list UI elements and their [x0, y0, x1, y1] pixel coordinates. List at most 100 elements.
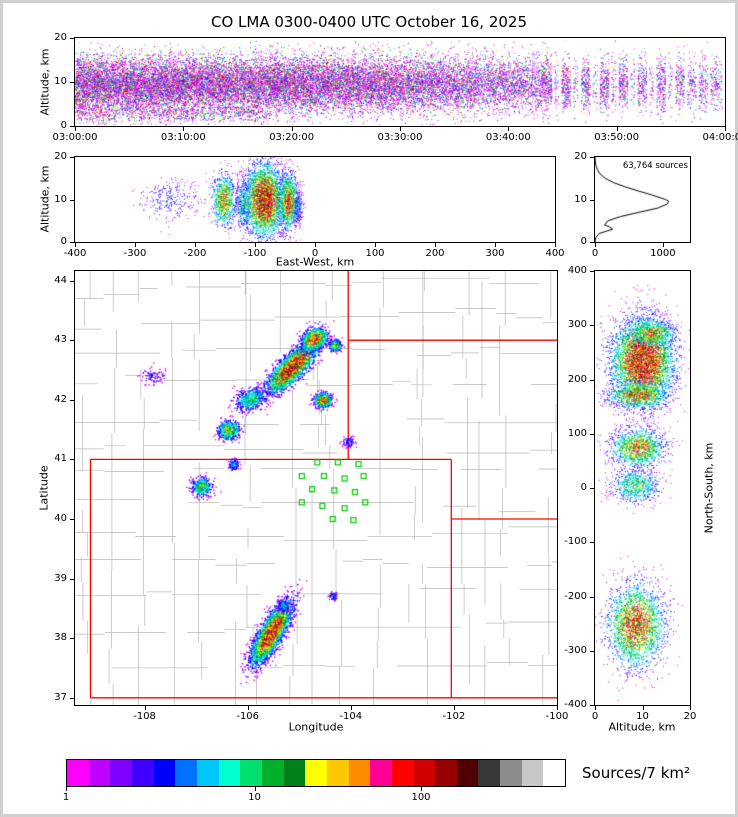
tick-label: 0 — [591, 711, 599, 722]
colorbar-segment — [67, 760, 89, 786]
colorbar — [66, 759, 566, 787]
tick-mark — [590, 325, 594, 327]
tick-label: -400 — [564, 699, 587, 710]
tick-mark — [435, 243, 436, 247]
tick-label: 0 — [580, 482, 587, 493]
tick-mark — [70, 697, 74, 699]
tick-mark — [350, 706, 352, 710]
tick-label: 03:20:00 — [269, 132, 315, 143]
tick-label: -100 — [243, 248, 267, 259]
tick-label: 40 — [54, 513, 67, 524]
tick-mark — [183, 127, 185, 131]
tick-mark — [590, 199, 594, 201]
ns-height-canvas — [595, 271, 690, 705]
colorbar-segment — [88, 760, 111, 786]
ns-height-xlabel: Altitude, km — [608, 720, 676, 734]
tick-mark — [590, 705, 594, 706]
tick-mark — [590, 271, 594, 272]
tick-label: -200 — [564, 590, 587, 602]
tick-mark — [254, 787, 256, 791]
tick-mark — [70, 638, 74, 640]
tick-label: 10 — [636, 711, 649, 722]
tick-label: 03:00:00 — [52, 132, 98, 143]
colorbar-segment — [218, 760, 241, 786]
tick-label: -200 — [183, 248, 207, 259]
colorbar-segment — [413, 760, 436, 786]
tick-label: 300 — [567, 319, 587, 331]
colorbar-segment — [261, 760, 284, 786]
tick-mark — [690, 706, 691, 710]
tick-label: -100 — [564, 536, 587, 548]
colorbar-tick-label: 100 — [411, 792, 431, 803]
tick-label: -106 — [236, 711, 260, 722]
tick-mark — [66, 787, 67, 791]
tick-label: -102 — [442, 711, 466, 722]
tick-label: 44 — [54, 274, 67, 286]
tick-mark — [255, 243, 256, 247]
map-xlabel: Longitude — [288, 720, 344, 734]
tick-mark — [662, 243, 664, 247]
tick-mark — [590, 542, 594, 544]
histogram-canvas — [595, 157, 690, 242]
tick-mark — [590, 157, 594, 158]
tick-label: 400 — [545, 248, 565, 259]
tick-mark — [70, 340, 74, 342]
tick-label: -300 — [123, 248, 147, 259]
colorbar-segment — [478, 760, 501, 786]
tick-label: 37 — [54, 691, 67, 703]
colorbar-segment — [305, 760, 327, 786]
tick-mark — [590, 379, 594, 381]
figure-title: CO LMA 0300-0400 UTC October 16, 2025 — [210, 13, 527, 31]
tick-label: 43 — [54, 334, 67, 346]
map-sources-canvas — [75, 271, 557, 705]
colorbar-segment — [391, 760, 414, 786]
tick-mark — [555, 243, 556, 247]
tick-mark — [590, 596, 594, 598]
tick-label: 0 — [580, 236, 587, 247]
tick-mark — [421, 787, 422, 791]
tick-label: 20 — [54, 32, 67, 43]
tick-mark — [70, 399, 74, 401]
colorbar-segment — [348, 760, 371, 786]
tick-label: -108 — [133, 711, 156, 722]
tick-mark — [616, 127, 618, 131]
map-ylabel: Latitude — [37, 465, 51, 511]
colorbar-segment — [110, 760, 132, 786]
tick-mark — [590, 650, 594, 652]
tick-label: 20 — [54, 151, 67, 162]
colorbar-segment — [370, 760, 392, 786]
tick-label: -400 — [63, 248, 87, 259]
tick-label: 100 — [365, 248, 385, 259]
tick-mark — [595, 243, 596, 247]
colorbar-segment — [456, 760, 479, 786]
ew-height-xlabel: East-West, km — [275, 255, 355, 269]
tick-label: 20 — [574, 151, 587, 162]
tick-mark — [70, 519, 74, 520]
tick-mark — [453, 706, 455, 710]
tick-mark — [75, 243, 76, 247]
tick-mark — [590, 433, 594, 435]
tick-mark — [557, 706, 558, 710]
tick-label: -300 — [564, 644, 587, 656]
time-height-canvas — [75, 38, 725, 126]
tick-mark — [195, 243, 196, 247]
tick-label: 0 — [60, 236, 67, 247]
tick-label: 10 — [574, 193, 587, 205]
tick-mark — [495, 243, 496, 247]
colorbar-tick-label: 1 — [62, 792, 70, 803]
colorbar-segment — [153, 760, 176, 786]
tick-label: 0 — [591, 248, 599, 259]
tick-mark — [135, 243, 136, 247]
tick-mark — [291, 127, 293, 131]
colorbar-segment — [240, 760, 262, 786]
tick-mark — [70, 126, 74, 127]
tick-label: 100 — [567, 427, 587, 439]
tick-label: 200 — [567, 373, 587, 385]
tick-label: 03:40:00 — [485, 132, 531, 143]
tick-label: 42 — [54, 393, 67, 405]
tick-mark — [70, 578, 74, 580]
tick-mark — [400, 127, 401, 131]
tick-label: 20 — [683, 711, 697, 722]
colorbar-segment — [543, 760, 566, 786]
